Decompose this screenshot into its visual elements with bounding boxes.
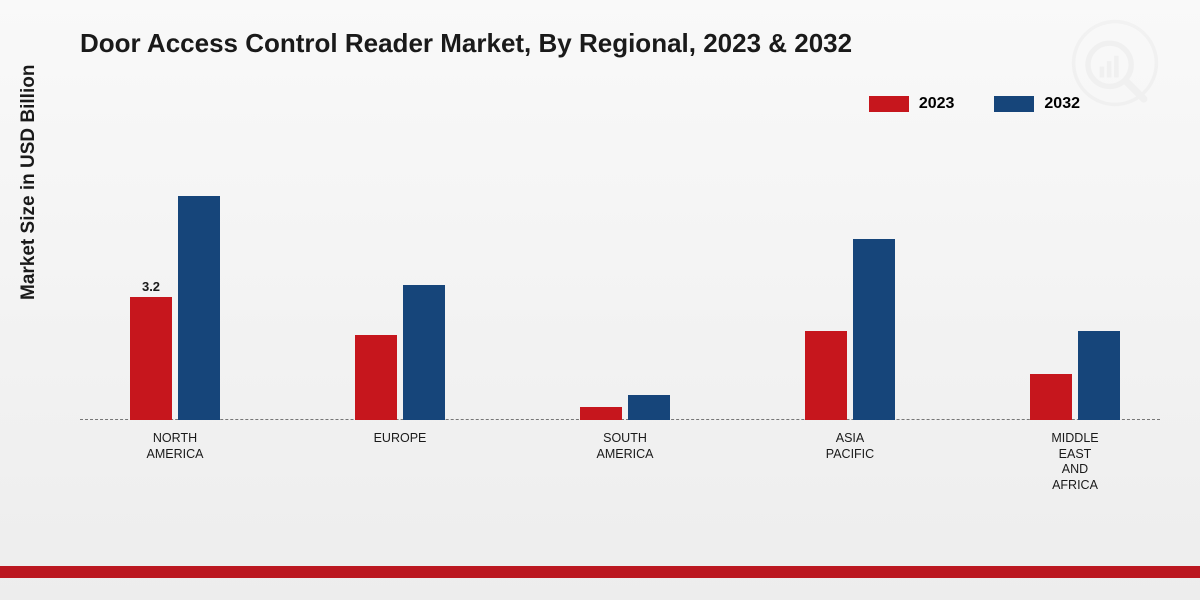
bar-group — [580, 395, 670, 420]
bar-2023 — [355, 335, 397, 420]
legend-item-2023: 2023 — [869, 95, 955, 113]
legend-item-2032: 2032 — [994, 95, 1080, 113]
bar-group — [355, 285, 445, 420]
plot-area: 3.2 — [80, 150, 1160, 420]
legend-swatch-2023 — [869, 96, 909, 112]
chart-title: Door Access Control Reader Market, By Re… — [80, 28, 852, 59]
y-axis-label: Market Size in USD Billion — [18, 65, 40, 300]
bar-group: 3.2 — [130, 196, 220, 420]
x-axis-label: ASIA PACIFIC — [790, 431, 910, 462]
x-axis-label: MIDDLE EAST AND AFRICA — [1015, 431, 1135, 494]
legend-label-2032: 2032 — [1044, 95, 1080, 113]
bar-2032 — [853, 239, 895, 420]
bar-2032 — [628, 395, 670, 420]
x-axis-labels: NORTH AMERICA EUROPE SOUTH AMERICA ASIA PAC… — [80, 425, 1160, 505]
bar-2032 — [178, 196, 220, 420]
bar-2023 — [1030, 374, 1072, 420]
bar-group — [805, 239, 895, 420]
x-axis-label: SOUTH AMERICA — [565, 431, 685, 462]
bar-2023: 3.2 — [130, 297, 172, 420]
legend-label-2023: 2023 — [919, 95, 955, 113]
legend-swatch-2032 — [994, 96, 1034, 112]
bar-2032 — [1078, 331, 1120, 420]
bar-value-label: 3.2 — [142, 279, 160, 294]
bar-2032 — [403, 285, 445, 420]
x-axis-label: NORTH AMERICA — [115, 431, 235, 462]
footer-accent-bar — [0, 566, 1200, 578]
bar-group — [1030, 331, 1120, 420]
bar-2023 — [805, 331, 847, 420]
watermark-logo — [1070, 18, 1160, 108]
x-axis-label: EUROPE — [340, 431, 460, 447]
legend: 2023 2032 — [869, 95, 1080, 113]
bar-2023 — [580, 407, 622, 421]
